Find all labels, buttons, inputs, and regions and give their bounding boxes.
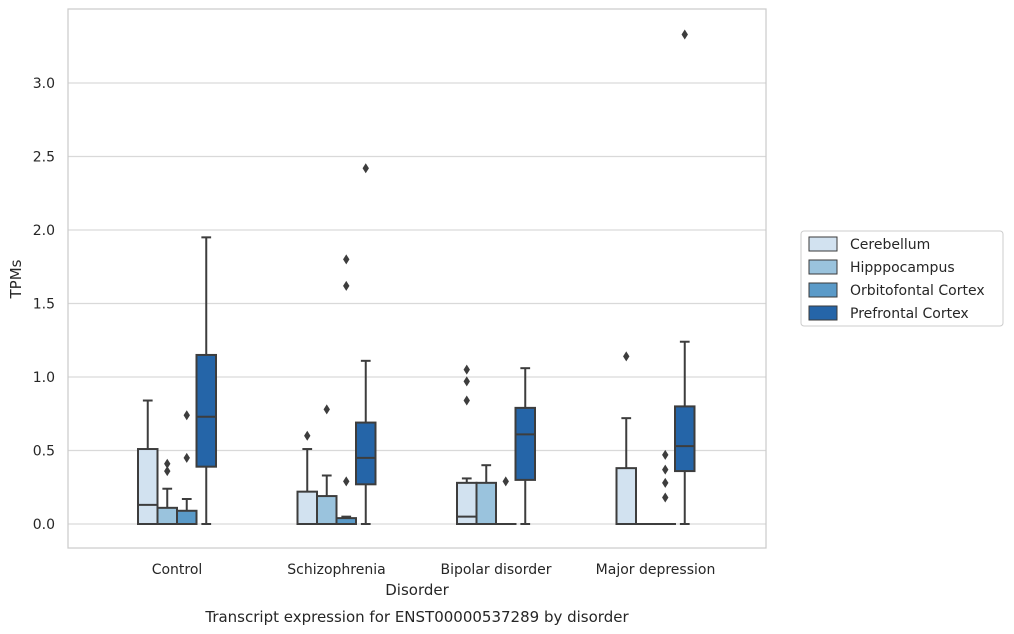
outlier-point — [343, 254, 350, 265]
y-tick-label: 0.5 — [33, 444, 55, 460]
plot-area-frame — [67, 8, 767, 549]
chart-title: Transcript expression for ENST0000053728… — [204, 608, 629, 626]
box-plot — [495, 476, 517, 526]
outlier-point — [164, 466, 171, 477]
box-iqr — [674, 405, 696, 473]
box-plot — [176, 410, 198, 525]
y-tick-labels: 0.0 0.5 1.0 1.5 2.0 2.5 3.0 — [33, 76, 55, 533]
legend-swatch-orbitofrontal — [808, 282, 838, 298]
x-tick-label: Major depression — [596, 562, 716, 578]
x-axis-title: Disorder — [385, 581, 449, 599]
box-plot — [475, 464, 497, 525]
y-tick-label: 1.5 — [33, 297, 55, 313]
box-plot — [137, 399, 159, 525]
box-iqr — [176, 509, 198, 525]
y-axis-title: TPMs — [7, 259, 25, 299]
outlier-point — [463, 395, 470, 406]
outlier-point — [323, 404, 330, 415]
outlier-point — [164, 458, 171, 469]
y-tick-label: 2.5 — [33, 150, 55, 166]
outlier-point — [183, 452, 190, 463]
outlier-point — [463, 376, 470, 387]
x-tick-labels: Control Schizophrenia Bipolar disorder Majo… — [152, 562, 716, 578]
outlier-point — [662, 464, 669, 475]
box-iqr — [137, 448, 159, 525]
legend-label-cerebellum: Cerebellum — [850, 237, 930, 253]
legend: Cerebellum Hipppocampus Orbitofontal Cor… — [800, 230, 1004, 327]
legend-swatch-prefrontal — [808, 305, 838, 321]
box-plot — [296, 430, 318, 526]
box-plot — [615, 351, 637, 526]
box-iqr — [456, 481, 478, 525]
box-iqr — [296, 490, 318, 526]
box-plot — [674, 29, 696, 525]
outlier-point — [502, 476, 509, 487]
outlier-point — [463, 364, 470, 375]
x-tick-label: Schizophrenia — [287, 562, 385, 578]
box-iqr — [514, 406, 536, 481]
box-iqr — [316, 495, 338, 526]
box-iqr — [615, 467, 637, 526]
legend-label-prefrontal: Prefrontal Cortex — [850, 306, 969, 322]
legend-frame — [800, 230, 1004, 327]
outlier-point — [183, 410, 190, 421]
box-plot — [316, 404, 338, 526]
legend-label-hippocampus: Hipppocampus — [850, 260, 955, 276]
box-plot — [654, 449, 676, 526]
legend-swatch-hippocampus — [808, 259, 838, 275]
y-tick-label: 2.0 — [33, 223, 55, 239]
outlier-point — [343, 280, 350, 291]
box-plot — [514, 367, 536, 525]
x-tick-label: Bipolar disorder — [440, 562, 551, 578]
outlier-point — [343, 476, 350, 487]
outlier-point — [623, 351, 630, 362]
outlier-point — [362, 163, 369, 174]
outlier-point — [681, 29, 688, 40]
y-tick-label: 1.0 — [33, 370, 55, 386]
y-tick-label: 3.0 — [33, 76, 55, 92]
box-iqr — [195, 353, 217, 468]
outlier-point — [304, 430, 311, 441]
box-plot — [335, 254, 357, 525]
box-iqr — [156, 506, 178, 525]
box-plot — [355, 163, 377, 525]
outlier-point — [662, 449, 669, 460]
box-iqr — [355, 421, 377, 486]
box-iqr — [475, 481, 497, 525]
legend-swatch-cerebellum — [808, 236, 838, 252]
legend-label-orbitofrontal: Orbitofontal Cortex — [850, 283, 985, 299]
box-elements — [137, 29, 696, 526]
box-plot — [195, 236, 217, 525]
x-tick-label: Control — [152, 562, 203, 578]
outlier-point — [662, 477, 669, 488]
outlier-point — [662, 492, 669, 503]
y-tick-label: 0.0 — [33, 517, 55, 533]
